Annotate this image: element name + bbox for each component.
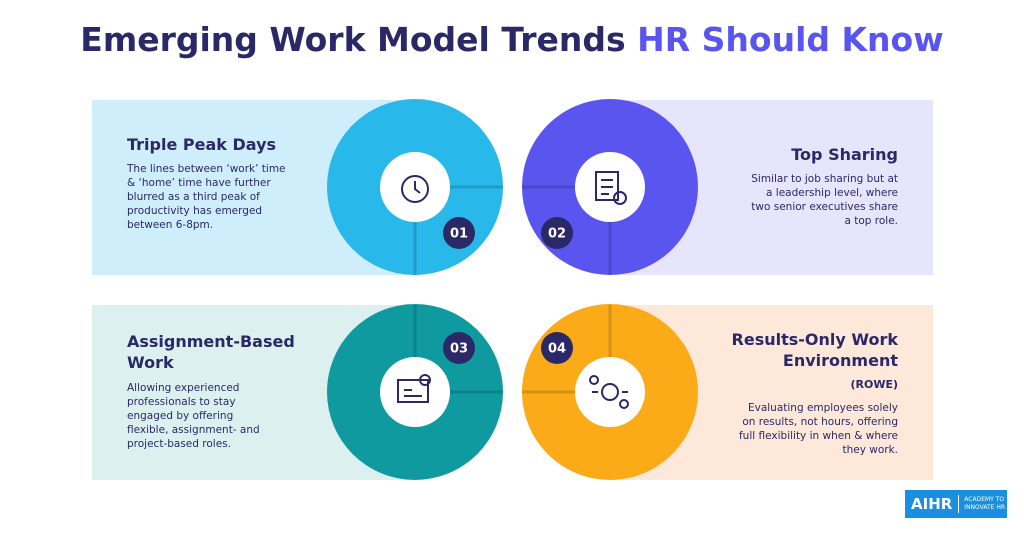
title-main: Emerging Work Model Trends [80, 20, 626, 59]
card-text: Allowing experienced professionals to st… [127, 382, 260, 450]
card-title: Top Sharing [791, 145, 898, 164]
badge-number: 01 [450, 227, 468, 242]
logo-name: AIHR [905, 495, 960, 513]
badge [443, 217, 475, 249]
logo: AIHR ACADEMY TO INNOVATE HR [905, 490, 1007, 518]
card-text: Evaluating employees solely on results, … [738, 402, 898, 456]
card-title: Triple Peak Days [127, 135, 277, 154]
card-title: Assignment-Based Work [127, 332, 295, 372]
badge-number: 04 [548, 342, 566, 357]
title: Emerging Work Model Trends HR Should Kno… [0, 20, 1024, 59]
badge [541, 332, 573, 364]
badge [443, 332, 475, 364]
badge-number: 02 [548, 227, 566, 242]
badge [541, 217, 573, 249]
card-text: The lines between ‘work’ time & ‘home’ t… [127, 163, 286, 231]
card-subtitle: (ROWE) [850, 378, 898, 391]
card-text: Similar to job sharing but at a leadersh… [751, 173, 898, 227]
badge-number: 03 [450, 342, 468, 357]
logo-tagline: ACADEMY TO INNOVATE HR [964, 496, 1006, 511]
title-highlight: HR Should Know [637, 20, 944, 59]
card-title: Results-Only Work Environment [731, 330, 898, 370]
